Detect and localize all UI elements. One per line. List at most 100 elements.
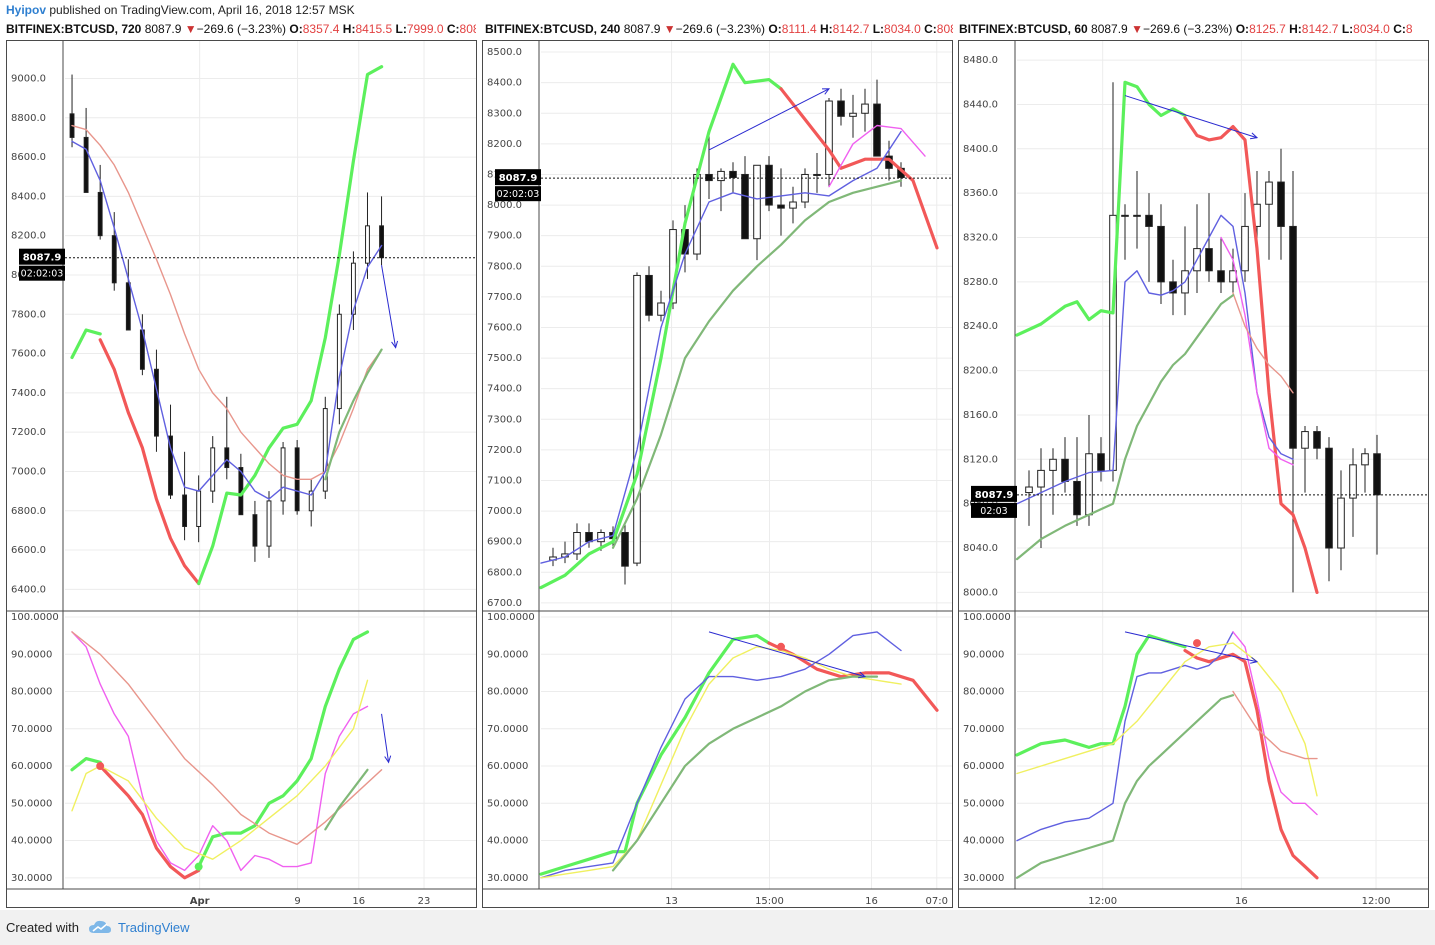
x-tick-label: 16 — [1235, 896, 1248, 907]
candle-body — [1241, 225, 1249, 272]
chart-panel-240[interactable]: 6700.0 6800.0 6900.0 7000.0 7100.0 7200.0 7300… — [482, 40, 953, 908]
candle-body — [1037, 469, 1045, 488]
last-price: 8087.9 — [1091, 22, 1128, 36]
candle-body — [873, 103, 881, 157]
footer-bar: Created with TradingView — [0, 910, 1435, 945]
candle-body — [1049, 458, 1057, 471]
price-series-slow — [1015, 294, 1235, 561]
y-tick-label: 7200.0 — [487, 445, 522, 456]
close-value: 8087.9 — [459, 22, 476, 36]
y-tick-label: 7400.0 — [11, 388, 46, 399]
osc-tick-label: 50.0000 — [11, 798, 52, 809]
osc-series-yellow — [1016, 642, 1318, 797]
osc-tick-label: 60.0000 — [963, 761, 1004, 772]
candle-body — [111, 235, 117, 284]
chart-panel-60[interactable]: 8000.08040.08080.08120.08160.08200.08240… — [958, 40, 1429, 908]
y-tick-label: 6800.0 — [487, 567, 522, 578]
candle-body — [1289, 225, 1297, 449]
price-series-upper — [70, 328, 102, 360]
y-tick-label: 8360.0 — [963, 188, 998, 199]
arrowhead-icon — [1249, 132, 1259, 140]
y-tick-label: 7100.0 — [487, 475, 522, 486]
close-value: 8087.9 — [936, 22, 953, 36]
x-tick-label: 16 — [865, 896, 878, 907]
candle-body — [765, 164, 773, 206]
osc-tick-label: 30.0000 — [963, 873, 1004, 884]
change-label: −269.6 (−3.23%) — [675, 22, 766, 36]
last-price: 8087.9 — [144, 22, 182, 36]
price-divergence-arrow — [708, 88, 830, 151]
y-tick-label: 8400.0 — [11, 191, 46, 202]
x-tick-label: 15:00 — [755, 896, 784, 907]
candle-body — [322, 408, 328, 492]
x-tick-label: 12:00 — [1362, 896, 1391, 907]
chart-svg-720: 6400.0 6600.0 6800.0 7000.0 7200.0 7400.0 7600… — [7, 41, 476, 907]
candle-body — [585, 531, 593, 543]
osc-series-magenta — [71, 631, 369, 872]
y-tick-label: 8800.0 — [11, 113, 46, 124]
symbol-label: BITFINEX:BTCUSD, 720 — [6, 22, 142, 36]
price-series-upper_up — [1015, 80, 1187, 337]
x-tick-label: 12:00 — [1088, 896, 1117, 907]
y-tick-label: 8000.0 — [963, 587, 998, 598]
y-tick-label: 7600.0 — [11, 349, 46, 360]
last-price-box — [495, 169, 541, 186]
price-series-upper_up — [197, 65, 384, 586]
y-tick-label: 7200.0 — [11, 427, 46, 438]
tradingview-link[interactable]: TradingView — [118, 920, 190, 935]
change-label: −269.6 (−3.23%) — [1142, 22, 1233, 36]
osc-series-osc_up — [70, 757, 102, 772]
countdown-box — [495, 186, 541, 202]
candle-body — [125, 282, 131, 331]
osc-tick-label: 70.0000 — [487, 724, 528, 735]
candle-body — [1373, 453, 1381, 496]
candle-body — [224, 447, 230, 469]
y-tick-label: 6600.0 — [11, 545, 46, 556]
osc-series-salmon_osc — [71, 631, 383, 845]
osc-series-osc_down — [1183, 648, 1319, 880]
candle-body — [1133, 214, 1141, 217]
candle-body — [365, 225, 370, 264]
last-price-badge: 8087.9 02:02:03 — [495, 169, 541, 202]
down-arrow-icon: ▼ — [184, 22, 197, 36]
price-series-slow — [611, 179, 903, 549]
candle-body — [266, 500, 272, 547]
osc-tick-label: 60.0000 — [487, 761, 528, 772]
candle-body — [777, 204, 785, 209]
osc-divergence-arrow — [708, 631, 866, 678]
candle-body — [1325, 447, 1333, 549]
y-tick-label: 7300.0 — [487, 414, 522, 425]
candle-body — [1277, 181, 1285, 227]
signal-dot — [777, 642, 785, 651]
candle-body — [1097, 453, 1105, 471]
panel-title-60: BITFINEX:BTCUSD, 60 8087.9 ▼−269.6 (−3.2… — [959, 22, 1413, 36]
candle-body — [1265, 181, 1273, 205]
candle-body — [1337, 497, 1345, 549]
y-tick-label: 8400.0 — [963, 144, 998, 155]
candle-body — [83, 136, 89, 193]
candle-body — [97, 191, 103, 237]
last-price-box — [19, 248, 65, 265]
low-value: 7999.0 — [406, 22, 444, 36]
arrowhead-icon — [384, 755, 392, 764]
candle-body — [1073, 480, 1081, 516]
symbol-label: BITFINEX:BTCUSD, 60 — [959, 22, 1088, 36]
candle-body — [1313, 431, 1321, 449]
y-tick-label: 8320.0 — [963, 233, 998, 244]
panel-title-720: BITFINEX:BTCUSD, 720 8087.9 ▼−269.6 (−3.… — [6, 22, 476, 36]
candle-body — [1301, 431, 1309, 449]
signal-dot — [1193, 639, 1201, 648]
last-price-badge: 8087.9 02:02:03 — [19, 248, 65, 281]
candle-body — [379, 225, 384, 259]
chart-panel-720[interactable]: 6400.0 6600.0 6800.0 7000.0 7200.0 7400.0 7600… — [6, 40, 477, 908]
close-value: 8 — [1405, 22, 1413, 36]
author-link[interactable]: Hyipov — [6, 3, 47, 17]
candle-body — [729, 170, 737, 179]
candle-body — [717, 170, 725, 182]
y-tick-label: 7500.0 — [487, 353, 522, 364]
price-series-upper_down — [98, 338, 201, 586]
osc-series-slow_osc — [324, 768, 369, 831]
osc-tick-label: 70.0000 — [963, 724, 1004, 735]
price-series-salmon — [1232, 292, 1294, 394]
candle-body — [308, 490, 314, 512]
